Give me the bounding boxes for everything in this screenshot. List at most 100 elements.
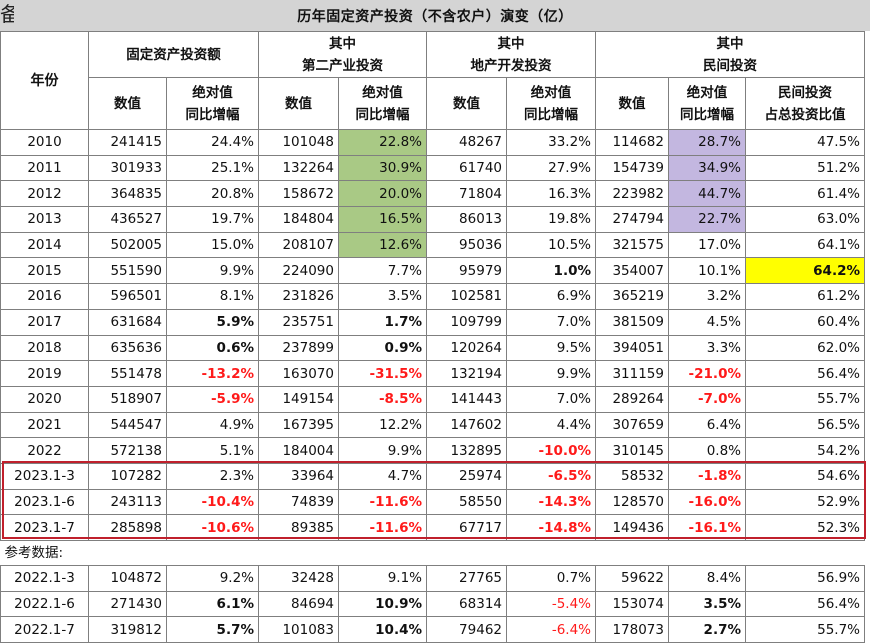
value-cell: 289264 xyxy=(595,385,669,413)
value-header: 数值 xyxy=(595,77,669,130)
value-cell: 271430 xyxy=(88,590,167,618)
yoy-cell: 9.9% xyxy=(506,360,596,387)
yoy-cell: 34.9% xyxy=(668,154,746,182)
private-share-cell: 60.4% xyxy=(745,308,865,336)
year-cell: 2022.1-3 xyxy=(0,565,89,592)
value-cell: 79462 xyxy=(426,616,507,643)
private-share-cell: 54.2% xyxy=(745,437,865,464)
value-header: 数值 xyxy=(426,77,507,130)
value-cell: 551590 xyxy=(88,257,167,285)
value-cell: 58550 xyxy=(426,488,507,516)
secondary-industry-header: 其中 第二产业投资 xyxy=(258,31,427,78)
value-cell: 132194 xyxy=(426,360,507,387)
value-cell: 154739 xyxy=(595,154,669,182)
yoy-cell: 10.9% xyxy=(338,590,427,618)
yoy-cell: 0.8% xyxy=(668,437,746,464)
year-cell: 2017 xyxy=(0,308,89,336)
yoy-cell: -6.5% xyxy=(506,462,596,490)
yoy-cell: -10.0% xyxy=(506,437,596,464)
header-row-2: 数值 绝对值 同比增幅 数值 绝对值 同比增幅 数值 绝对值 同比增幅 数值 绝对值同… xyxy=(1,77,865,130)
yoy-cell: -7.0% xyxy=(668,385,746,413)
value-cell: 84694 xyxy=(258,590,339,618)
yoy-cell: 0.7% xyxy=(506,565,596,592)
yoy-cell: -5.9% xyxy=(166,385,259,413)
total-investment-header: 固定资产投资额 xyxy=(88,31,259,78)
yoy-cell: 2.3% xyxy=(166,462,259,490)
yoy-cell: 0.9% xyxy=(338,334,427,362)
yoy-cell: 10.5% xyxy=(506,231,596,259)
year-header: 年份 xyxy=(0,31,89,130)
yoy-cell: 4.7% xyxy=(338,462,427,490)
yoy-cell: -21.0% xyxy=(668,360,746,387)
yoy-cell: -14.8% xyxy=(506,514,596,541)
yoy-cell: -13.2% xyxy=(166,360,259,387)
table-row: 2023.1-6 243113 -10.4% 74839 -11.6% 58550 -14.… xyxy=(0,488,865,516)
value-cell: 149436 xyxy=(595,514,669,541)
yoy-cell: 16.3% xyxy=(506,180,596,208)
yoy-cell: 4.9% xyxy=(166,411,259,439)
value-cell: 274794 xyxy=(595,206,669,233)
value-cell: 596501 xyxy=(88,283,167,310)
yoy-header: 绝对值 同比增幅 xyxy=(506,77,596,130)
value-cell: 141443 xyxy=(426,385,507,413)
table-row: 2023.1-7 285898 -10.6% 89385 -11.6% 67717 -14.… xyxy=(0,514,865,541)
yoy-cell: 0.6% xyxy=(166,334,259,362)
value-cell: 27765 xyxy=(426,565,507,592)
yoy-cell: 12.6% xyxy=(338,231,427,259)
value-cell: 184004 xyxy=(258,437,339,464)
yoy-cell: 6.9% xyxy=(506,283,596,310)
value-cell: 48267 xyxy=(426,129,507,156)
real-estate-header: 其中 地产开发投资 xyxy=(426,31,596,78)
yoy-cell: -10.6% xyxy=(166,514,259,541)
yoy-cell: -31.5% xyxy=(338,360,427,387)
value-cell: 120264 xyxy=(426,334,507,362)
table-row: 2017 631684 5.9% 235751 1.7% 109799 7.0% 381509… xyxy=(0,308,865,336)
private-share-cell: 47.5% xyxy=(745,129,865,156)
value-cell: 572138 xyxy=(88,437,167,464)
value-cell: 310145 xyxy=(595,437,669,464)
table-row: 2021 544547 4.9% 167395 12.2% 147602 4.4% 30765… xyxy=(0,411,865,439)
yoy-cell: 6.4% xyxy=(668,411,746,439)
value-cell: 301933 xyxy=(88,154,167,182)
value-cell: 102581 xyxy=(426,283,507,310)
yoy-cell: 10.4% xyxy=(338,616,427,643)
private-share-cell: 62.0% xyxy=(745,334,865,362)
yoy-cell: 44.7% xyxy=(668,180,746,208)
value-cell: 101048 xyxy=(258,129,339,156)
value-cell: 518907 xyxy=(88,385,167,413)
value-cell: 436527 xyxy=(88,206,167,233)
table-row: 2014 502005 15.0% 208107 12.6% 95036 10.5% 3215… xyxy=(0,231,865,259)
yoy-cell: 7.0% xyxy=(506,385,596,413)
table-row: 2022.1-6 271430 6.1% 84694 10.9% 68314 -5.4% 15… xyxy=(0,590,865,618)
yoy-cell: -1.8% xyxy=(668,462,746,490)
yoy-cell: 8.4% xyxy=(668,565,746,592)
value-cell: 364835 xyxy=(88,180,167,208)
year-cell: 2014 xyxy=(0,231,89,259)
investment-table: 年份 固定资产投资额 其中 第二产业投资 其中 地产开发投资 其中 民间投资 数值 绝… xyxy=(0,31,865,643)
table-row: 2019 551478 -13.2% 163070 -31.5% 132194 9.9% 31… xyxy=(0,360,865,387)
private-share-header: 民间投资 占总投资比值 xyxy=(745,77,865,130)
value-cell: 237899 xyxy=(258,334,339,362)
yoy-cell: 3.5% xyxy=(338,283,427,310)
value-cell: 128570 xyxy=(595,488,669,516)
yoy-cell: -11.6% xyxy=(338,514,427,541)
year-cell: 2018 xyxy=(0,334,89,362)
yoy-cell: 3.2% xyxy=(668,283,746,310)
value-cell: 184804 xyxy=(258,206,339,233)
reference-data-row: 参考数据: xyxy=(0,540,865,566)
value-cell: 381509 xyxy=(595,308,669,336)
table-row: 2023.1-3 107282 2.3% 33964 4.7% 25974 -6.5% 585… xyxy=(0,462,865,490)
value-cell: 95036 xyxy=(426,231,507,259)
yoy-cell: 17.0% xyxy=(668,231,746,259)
value-cell: 544547 xyxy=(88,411,167,439)
value-cell: 241415 xyxy=(88,129,167,156)
yoy-cell: 6.1% xyxy=(166,590,259,618)
yoy-cell: 19.8% xyxy=(506,206,596,233)
table-row: 2013 436527 19.7% 184804 16.5% 86013 19.8% 2747… xyxy=(0,206,865,233)
value-cell: 167395 xyxy=(258,411,339,439)
yoy-cell: 7.7% xyxy=(338,257,427,285)
value-cell: 163070 xyxy=(258,360,339,387)
year-cell: 2022.1-7 xyxy=(0,616,89,643)
value-cell: 58532 xyxy=(595,462,669,490)
value-cell: 354007 xyxy=(595,257,669,285)
